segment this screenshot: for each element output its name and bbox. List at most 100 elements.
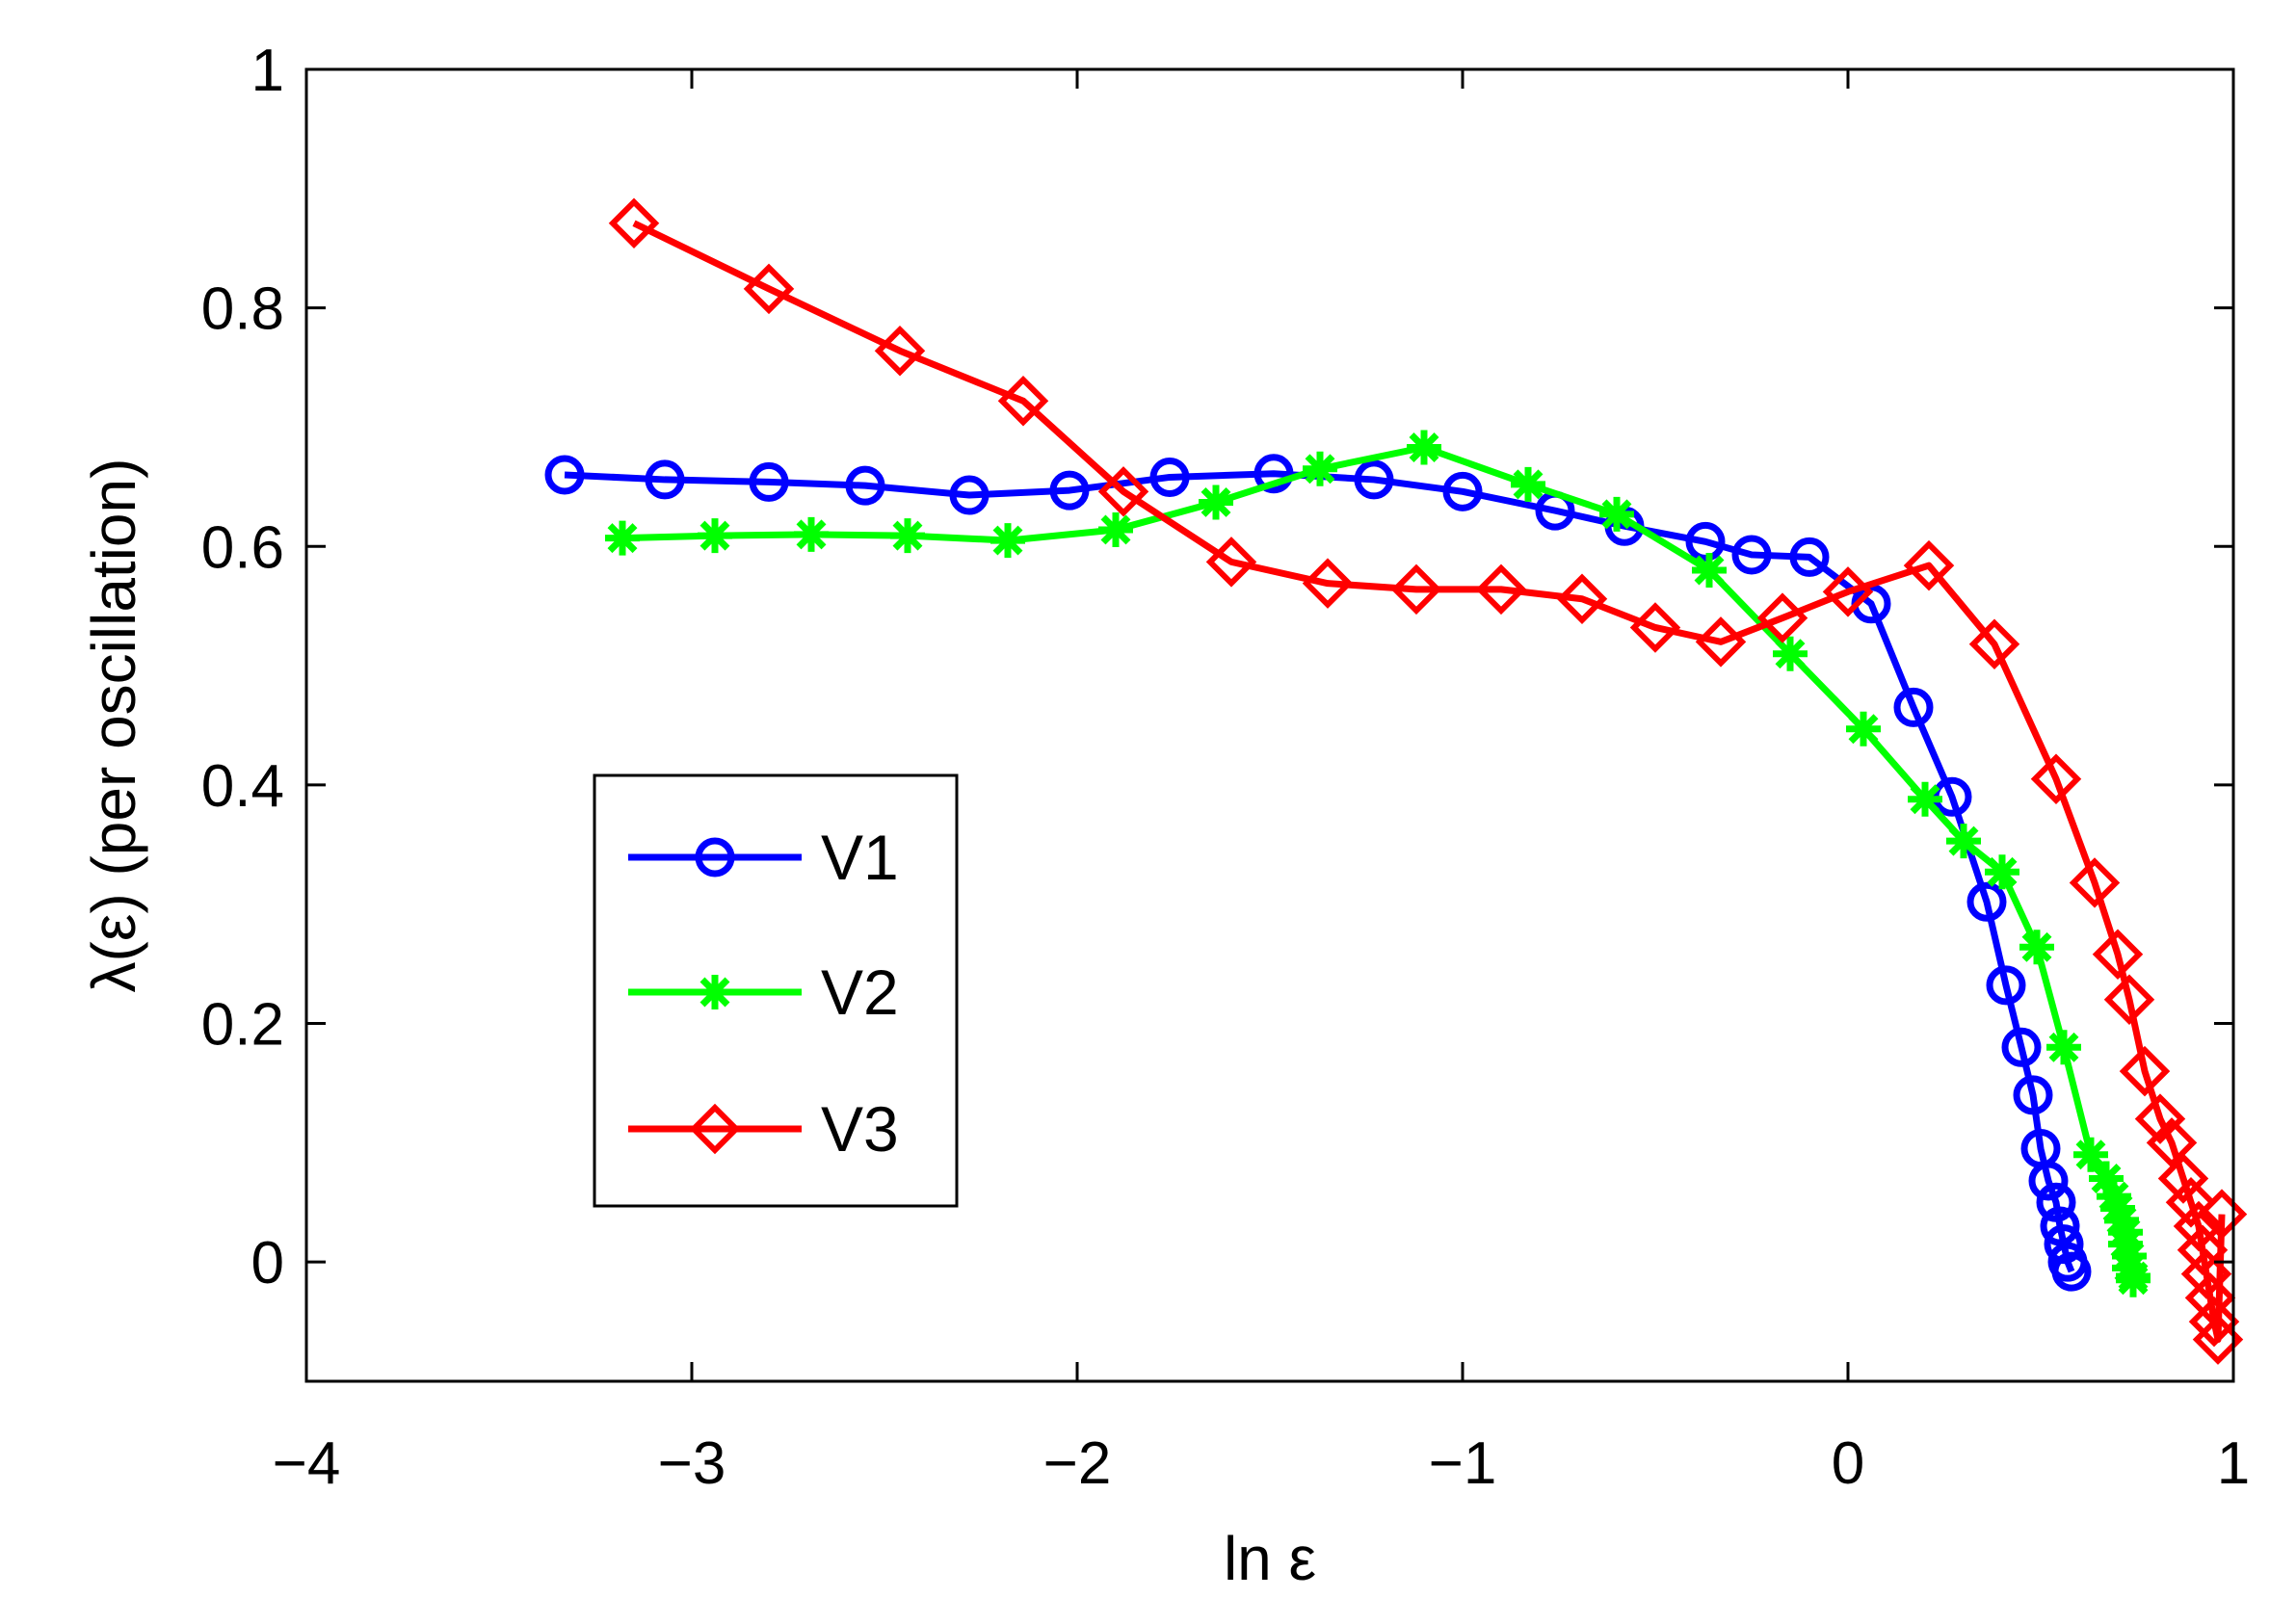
- y-tick-label: 0.8: [201, 276, 284, 343]
- data-point-v3: [1822, 566, 1874, 617]
- data-point-v1: [2001, 1027, 2042, 1067]
- data-point-v1: [1986, 965, 2026, 1006]
- data-point-v1: [1049, 470, 1090, 511]
- legend-entry-v2: V2: [628, 956, 899, 1028]
- x-tick-label: 1: [2217, 1430, 2250, 1497]
- legend-label-v3: V3: [821, 1093, 899, 1165]
- data-point-v2: [2046, 1030, 2081, 1065]
- data-point-v1: [2051, 1251, 2092, 1292]
- series-layer: [544, 197, 2248, 1365]
- y-tick-label: 0.4: [201, 753, 284, 820]
- data-point-v2: [605, 520, 640, 556]
- data-point-v2: [1303, 451, 1337, 486]
- data-point-v2: [1846, 711, 1881, 747]
- data-point-v2: [1407, 430, 1441, 465]
- data-point-v2: [1599, 496, 1634, 532]
- data-point-v3: [2184, 1272, 2236, 1323]
- data-point-v3: [2157, 1153, 2209, 1204]
- y-axis: 0 0.2 0.4 0.6 0.8 1: [201, 38, 2233, 1297]
- data-point-v1: [1254, 454, 1294, 494]
- data-point-v1: [1893, 687, 1934, 727]
- data-point-v2: [1511, 466, 1545, 502]
- legend-entry-v1: V1: [628, 822, 899, 893]
- x-tick-label: −2: [1043, 1430, 1112, 1497]
- data-point-v1: [1789, 537, 1830, 577]
- plot-frame: [304, 67, 2235, 1383]
- data-point-v2: [1098, 511, 1133, 547]
- data-point-v3: [1903, 539, 1955, 591]
- data-point-v3: [2173, 1200, 2225, 1252]
- data-point-v2: [1985, 854, 2019, 890]
- data-point-v3: [2134, 1093, 2186, 1144]
- data-point-v2: [698, 518, 732, 554]
- data-point-v1: [1731, 535, 1772, 575]
- x-tick-label: −1: [1429, 1430, 1497, 1497]
- data-point-v3: [1390, 563, 1442, 616]
- data-point-v1: [1685, 521, 1726, 562]
- data-point-v1: [845, 465, 885, 506]
- data-point-v2: [2116, 1262, 2151, 1297]
- data-point-v3: [874, 325, 926, 377]
- y-tick-label: 0: [251, 1230, 284, 1297]
- data-point-v3: [2030, 753, 2082, 804]
- data-point-v1: [949, 475, 990, 515]
- data-point-v3: [1205, 537, 1257, 588]
- data-point-v3: [2188, 1296, 2240, 1348]
- y-axis-label: λ(ε) (per oscillation): [79, 458, 148, 993]
- data-point-v3: [997, 375, 1049, 427]
- data-point-v1: [1149, 457, 1190, 497]
- x-tick-label: 0: [1832, 1430, 1864, 1497]
- x-tick-label: −4: [273, 1430, 341, 1497]
- data-point-v2: [1946, 824, 1981, 859]
- series-v3: [608, 197, 2248, 1365]
- data-point-v3: [1756, 592, 1808, 643]
- data-point-v1: [1354, 459, 1394, 500]
- data-point-v3: [1556, 573, 1608, 624]
- data-point-v3: [2177, 1224, 2229, 1276]
- data-point-v1: [2028, 1161, 2069, 1201]
- data-point-v3: [1968, 618, 2020, 670]
- y-tick-label: 0.6: [201, 514, 284, 581]
- data-point-v2: [2019, 930, 2054, 965]
- y-tick-label: 1: [251, 38, 284, 104]
- data-point-v3: [2103, 974, 2155, 1026]
- data-point-v3: [1629, 602, 1681, 653]
- data-point-v3: [2092, 929, 2144, 980]
- data-point-v3: [2180, 1248, 2232, 1299]
- legend-label-v1: V1: [821, 822, 899, 893]
- y-tick-label: 0.2: [201, 992, 284, 1059]
- legend: V1 V2 V3: [593, 773, 959, 1208]
- legend-marker-v3: [689, 1103, 741, 1155]
- data-point-v3: [1302, 558, 1354, 609]
- data-point-v2: [1199, 485, 1233, 520]
- data-point-v2: [1908, 781, 1942, 817]
- series-v1: [544, 454, 2092, 1292]
- x-tick-label: −3: [658, 1430, 726, 1497]
- data-point-v3: [2119, 1045, 2171, 1097]
- data-point-v2: [794, 516, 829, 552]
- legend-label-v2: V2: [821, 956, 899, 1028]
- legend-marker-v1: [695, 837, 735, 878]
- legend-entry-v3: V3: [628, 1093, 899, 1165]
- data-point-v3: [1475, 563, 1527, 616]
- data-point-v1: [645, 459, 685, 500]
- x-axis: −4 −3 −2 −1 0 1: [273, 69, 2250, 1497]
- data-point-v1: [2036, 1182, 2076, 1222]
- data-point-v1: [544, 455, 585, 495]
- data-point-v2: [990, 523, 1025, 559]
- data-point-v1: [1442, 471, 1483, 511]
- data-point-v1: [1966, 881, 2007, 922]
- data-point-v3: [1695, 616, 1747, 668]
- data-point-v3: [743, 263, 795, 315]
- data-point-v2: [2073, 1137, 2108, 1172]
- data-point-v1: [749, 461, 789, 502]
- data-point-v3: [2196, 1189, 2248, 1240]
- data-point-v2: [890, 518, 925, 554]
- data-point-v2: [1692, 553, 1727, 589]
- data-point-v1: [2040, 1206, 2080, 1246]
- data-point-v1: [2013, 1075, 2053, 1115]
- data-point-v3: [2146, 1117, 2198, 1168]
- legend-entries: V1 V2 V3: [628, 822, 899, 1165]
- data-point-v2: [1773, 636, 1808, 671]
- data-point-v3: [2069, 857, 2121, 908]
